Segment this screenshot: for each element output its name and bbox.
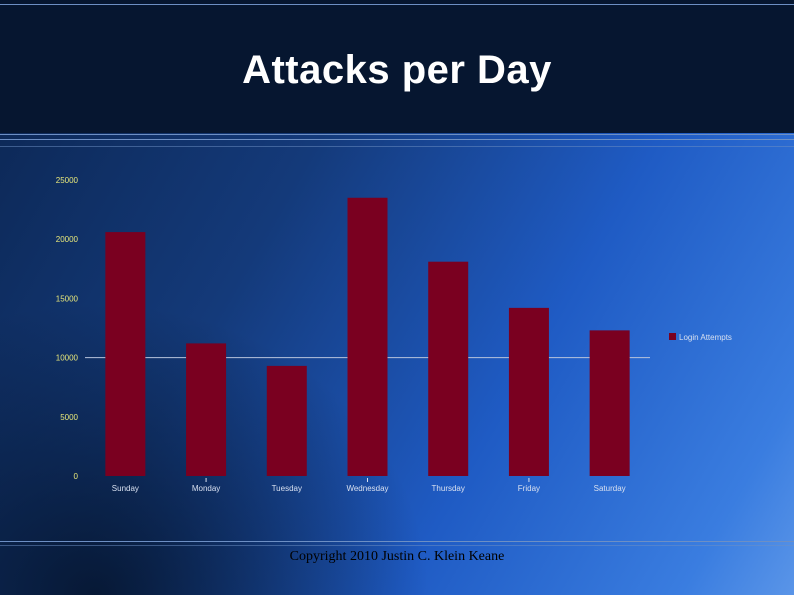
y-tick-label: 10000 xyxy=(56,354,79,363)
x-category-label: Monday xyxy=(192,484,220,493)
header-rule-2 xyxy=(0,139,794,140)
y-tick-label: 25000 xyxy=(56,176,79,185)
slide-title: Attacks per Day xyxy=(242,48,552,92)
bar-saturday xyxy=(589,330,630,476)
y-tick-label: 15000 xyxy=(56,294,79,303)
bar-friday xyxy=(508,307,549,476)
x-category-label: Friday xyxy=(518,484,540,493)
x-category-label: Sunday xyxy=(112,484,139,493)
top-rule xyxy=(0,4,794,5)
y-tick-label: 20000 xyxy=(56,235,79,244)
bar-monday xyxy=(186,343,227,476)
legend-swatch xyxy=(669,333,676,340)
x-category-label: Saturday xyxy=(594,484,626,493)
y-tick-label: 5000 xyxy=(60,413,78,422)
x-category-label: Wednesday xyxy=(346,484,388,493)
slide-header: Attacks per Day xyxy=(0,0,794,133)
bar-wednesday xyxy=(347,197,388,476)
header-rule-1 xyxy=(0,134,794,135)
bar-sunday xyxy=(105,232,146,476)
copyright-footer: Copyright 2010 Justin C. Klein Keane xyxy=(289,549,505,564)
x-category-label: Tuesday xyxy=(272,484,302,493)
bar-thursday xyxy=(428,261,469,476)
footer-rule-2 xyxy=(0,545,794,546)
x-category-label: Thursday xyxy=(432,484,465,493)
header-rule-3 xyxy=(0,146,794,147)
y-tick-label: 0 xyxy=(74,472,79,481)
footer-rule-1 xyxy=(0,541,794,542)
bar-tuesday xyxy=(266,365,307,476)
legend-label: Login Attempts xyxy=(679,333,732,342)
